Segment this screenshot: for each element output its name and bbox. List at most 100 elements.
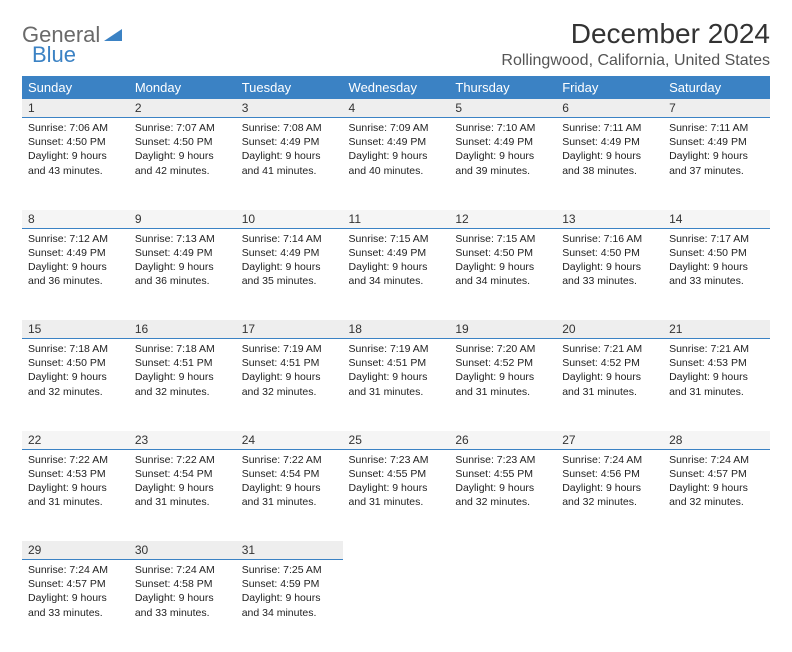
day-number-row: 891011121314 [22,210,770,229]
daylight-text: Daylight: 9 hours and 32 minutes. [242,370,337,398]
day-number: 13 [556,210,663,229]
title-block: December 2024 Rollingwood, California, U… [501,18,770,70]
daylight-text: Daylight: 9 hours and 31 minutes. [669,370,764,398]
daylight-text: Daylight: 9 hours and 36 minutes. [135,260,230,288]
day-number: 24 [236,431,343,450]
sunrise-text: Sunrise: 7:25 AM [242,563,337,577]
sunrise-text: Sunrise: 7:18 AM [28,342,123,356]
day-content-row: Sunrise: 7:18 AMSunset: 4:50 PMDaylight:… [22,339,770,431]
daylight-text: Daylight: 9 hours and 32 minutes. [669,481,764,509]
daylight-text: Daylight: 9 hours and 40 minutes. [349,149,444,177]
daylight-text: Daylight: 9 hours and 34 minutes. [455,260,550,288]
day-cell: Sunrise: 7:10 AMSunset: 4:49 PMDaylight:… [449,118,556,210]
day-cell: Sunrise: 7:17 AMSunset: 4:50 PMDaylight:… [663,228,770,320]
sunrise-text: Sunrise: 7:24 AM [135,563,230,577]
daylight-text: Daylight: 9 hours and 41 minutes. [242,149,337,177]
sunset-text: Sunset: 4:49 PM [562,135,657,149]
day-number: 6 [556,99,663,118]
sunrise-text: Sunrise: 7:23 AM [455,453,550,467]
sunrise-text: Sunrise: 7:10 AM [455,121,550,135]
sunrise-text: Sunrise: 7:21 AM [562,342,657,356]
day-number: 7 [663,99,770,118]
sunset-text: Sunset: 4:53 PM [669,356,764,370]
weekday-header: Monday [129,76,236,99]
sunset-text: Sunset: 4:53 PM [28,467,123,481]
daylight-text: Daylight: 9 hours and 37 minutes. [669,149,764,177]
sunrise-text: Sunrise: 7:15 AM [349,232,444,246]
daylight-text: Daylight: 9 hours and 42 minutes. [135,149,230,177]
day-number-row: 1234567 [22,99,770,118]
header: General December 2024 Rollingwood, Calif… [22,18,770,70]
day-cell: Sunrise: 7:12 AMSunset: 4:49 PMDaylight:… [22,228,129,320]
sunset-text: Sunset: 4:51 PM [349,356,444,370]
day-cell: Sunrise: 7:25 AMSunset: 4:59 PMDaylight:… [236,560,343,652]
sunset-text: Sunset: 4:49 PM [242,246,337,260]
sunset-text: Sunset: 4:49 PM [349,246,444,260]
day-number: 29 [22,541,129,560]
day-cell: Sunrise: 7:13 AMSunset: 4:49 PMDaylight:… [129,228,236,320]
daylight-text: Daylight: 9 hours and 38 minutes. [562,149,657,177]
daylight-text: Daylight: 9 hours and 32 minutes. [562,481,657,509]
day-number: 11 [343,210,450,229]
day-cell [449,560,556,652]
sunset-text: Sunset: 4:55 PM [455,467,550,481]
day-number [343,541,450,560]
sunrise-text: Sunrise: 7:17 AM [669,232,764,246]
sunrise-text: Sunrise: 7:22 AM [28,453,123,467]
day-cell: Sunrise: 7:19 AMSunset: 4:51 PMDaylight:… [236,339,343,431]
day-cell: Sunrise: 7:18 AMSunset: 4:51 PMDaylight:… [129,339,236,431]
sunset-text: Sunset: 4:50 PM [562,246,657,260]
sunrise-text: Sunrise: 7:24 AM [562,453,657,467]
sunrise-text: Sunrise: 7:20 AM [455,342,550,356]
weekday-header: Tuesday [236,76,343,99]
day-number: 9 [129,210,236,229]
sunset-text: Sunset: 4:58 PM [135,577,230,591]
daylight-text: Daylight: 9 hours and 31 minutes. [349,370,444,398]
day-cell: Sunrise: 7:24 AMSunset: 4:58 PMDaylight:… [129,560,236,652]
sunrise-text: Sunrise: 7:18 AM [135,342,230,356]
sunset-text: Sunset: 4:51 PM [135,356,230,370]
sunset-text: Sunset: 4:52 PM [455,356,550,370]
weekday-header: Sunday [22,76,129,99]
day-cell: Sunrise: 7:21 AMSunset: 4:53 PMDaylight:… [663,339,770,431]
sunrise-text: Sunrise: 7:19 AM [349,342,444,356]
location: Rollingwood, California, United States [501,52,770,70]
daylight-text: Daylight: 9 hours and 31 minutes. [349,481,444,509]
daylight-text: Daylight: 9 hours and 32 minutes. [135,370,230,398]
day-number-row: 15161718192021 [22,320,770,339]
day-number-row: 293031 [22,541,770,560]
sunset-text: Sunset: 4:54 PM [242,467,337,481]
day-cell: Sunrise: 7:15 AMSunset: 4:49 PMDaylight:… [343,228,450,320]
sunset-text: Sunset: 4:59 PM [242,577,337,591]
day-number: 21 [663,320,770,339]
day-number: 28 [663,431,770,450]
day-number [556,541,663,560]
sunrise-text: Sunrise: 7:14 AM [242,232,337,246]
day-number: 27 [556,431,663,450]
daylight-text: Daylight: 9 hours and 32 minutes. [28,370,123,398]
month-title: December 2024 [501,18,770,50]
day-number: 4 [343,99,450,118]
daylight-text: Daylight: 9 hours and 31 minutes. [242,481,337,509]
day-cell: Sunrise: 7:23 AMSunset: 4:55 PMDaylight:… [343,449,450,541]
day-cell: Sunrise: 7:16 AMSunset: 4:50 PMDaylight:… [556,228,663,320]
day-cell: Sunrise: 7:19 AMSunset: 4:51 PMDaylight:… [343,339,450,431]
logo-text-blue-wrap: Blue [32,42,76,68]
sunrise-text: Sunrise: 7:24 AM [28,563,123,577]
day-number: 3 [236,99,343,118]
daylight-text: Daylight: 9 hours and 35 minutes. [242,260,337,288]
day-number: 10 [236,210,343,229]
day-cell: Sunrise: 7:22 AMSunset: 4:53 PMDaylight:… [22,449,129,541]
daylight-text: Daylight: 9 hours and 36 minutes. [28,260,123,288]
day-cell [343,560,450,652]
sunrise-text: Sunrise: 7:22 AM [135,453,230,467]
sunrise-text: Sunrise: 7:16 AM [562,232,657,246]
daylight-text: Daylight: 9 hours and 33 minutes. [669,260,764,288]
daylight-text: Daylight: 9 hours and 43 minutes. [28,149,123,177]
daylight-text: Daylight: 9 hours and 39 minutes. [455,149,550,177]
day-cell: Sunrise: 7:11 AMSunset: 4:49 PMDaylight:… [663,118,770,210]
sunset-text: Sunset: 4:55 PM [349,467,444,481]
day-cell: Sunrise: 7:22 AMSunset: 4:54 PMDaylight:… [236,449,343,541]
day-cell: Sunrise: 7:24 AMSunset: 4:57 PMDaylight:… [663,449,770,541]
day-number: 23 [129,431,236,450]
